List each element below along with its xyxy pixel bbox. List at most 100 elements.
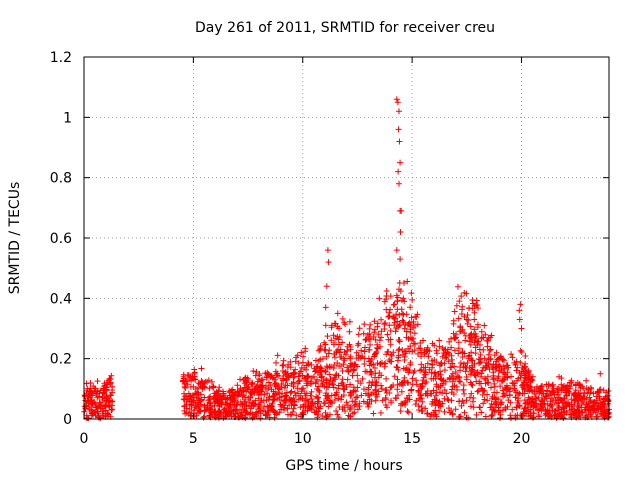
- data-point-75: [92, 390, 99, 397]
- data-point-2140: [293, 354, 300, 361]
- data-point-1889: [494, 377, 501, 384]
- data-point-1660: [196, 381, 203, 388]
- data-point-1419: [352, 394, 359, 401]
- data-point-1848: [372, 336, 379, 343]
- data-point-1627: [339, 315, 346, 322]
- data-point-2237: [487, 355, 494, 362]
- data-point-2034: [243, 388, 250, 395]
- data-point-443: [407, 361, 414, 368]
- data-point-1859: [558, 381, 565, 388]
- data-point-2253: [491, 408, 498, 415]
- data-point-2171: [400, 400, 407, 407]
- data-point-1672: [535, 412, 542, 419]
- data-point-1691: [351, 402, 358, 409]
- data-point-935: [346, 328, 353, 335]
- data-point-2029: [181, 407, 188, 414]
- data-point-2165: [525, 384, 532, 391]
- data-point-2207: [365, 386, 372, 393]
- data-point-2297: [395, 126, 402, 133]
- data-point-1152: [464, 359, 471, 366]
- data-point-124: [97, 402, 104, 409]
- data-point-2128: [282, 382, 289, 389]
- data-point-1000: [326, 371, 333, 378]
- data-point-1391: [462, 332, 469, 339]
- data-point-2091: [477, 404, 484, 411]
- data-point-1081: [384, 331, 391, 338]
- data-point-1416: [382, 319, 389, 326]
- data-point-1441: [436, 337, 443, 344]
- data-point-1913: [597, 403, 604, 410]
- data-point-768: [484, 337, 491, 344]
- x-tick-label-1: 5: [189, 431, 198, 447]
- data-point-2020: [298, 349, 305, 356]
- data-point-1614: [401, 357, 408, 364]
- data-point-1221: [367, 341, 374, 348]
- data-point-2263: [312, 367, 319, 374]
- data-point-1661: [210, 383, 217, 390]
- data-point-2232: [378, 382, 385, 389]
- data-point-2279: [290, 381, 297, 388]
- data-point-461: [335, 395, 342, 402]
- data-point-1837: [262, 408, 269, 415]
- data-point-1959: [196, 401, 203, 408]
- data-point-1439: [308, 374, 315, 381]
- data-point-1618: [354, 406, 361, 413]
- data-point-1420: [396, 279, 403, 286]
- data-point-1075: [484, 373, 491, 380]
- y-tick-label-0: 0: [63, 412, 72, 428]
- data-point-1757: [186, 405, 193, 412]
- data-point-2117: [441, 349, 448, 356]
- data-point-597: [471, 316, 478, 323]
- data-point-2136: [256, 376, 263, 383]
- data-point-2290: [323, 283, 330, 290]
- data-point-452: [315, 383, 322, 390]
- data-point-1762: [479, 367, 486, 374]
- data-point-2048: [216, 387, 223, 394]
- data-point-133: [101, 383, 108, 390]
- data-point-1930: [433, 413, 440, 420]
- data-point-2225: [428, 369, 435, 376]
- data-point-1628: [339, 339, 346, 346]
- data-point-1247: [219, 388, 226, 395]
- data-point-2219: [270, 406, 277, 413]
- data-point-1182: [390, 315, 397, 322]
- data-point-1233: [280, 362, 287, 369]
- data-point-640: [344, 376, 351, 383]
- data-point-1742: [473, 378, 480, 385]
- data-point-1286: [249, 380, 256, 387]
- data-point-2246: [485, 334, 492, 341]
- data-point-454: [361, 321, 368, 328]
- data-point-1838: [272, 359, 279, 366]
- data-point-1646: [466, 305, 473, 312]
- data-point-2006: [567, 385, 574, 392]
- data-point-1634: [207, 406, 214, 413]
- data-point-1925: [405, 392, 412, 399]
- data-point-1161: [382, 396, 389, 403]
- data-point-556: [455, 315, 462, 322]
- data-point-2121: [184, 381, 191, 388]
- data-point-1265: [398, 388, 405, 395]
- data-point-1995: [236, 391, 243, 398]
- data-point-2240: [383, 386, 390, 393]
- data-point-2198: [286, 372, 293, 379]
- data-point-1783: [461, 409, 468, 416]
- data-point-1430: [411, 347, 418, 354]
- data-point-2078: [502, 406, 509, 413]
- data-point-2258: [448, 407, 455, 414]
- data-point-2206: [602, 395, 609, 402]
- data-point-1169: [270, 407, 277, 414]
- data-point-2040: [333, 348, 340, 355]
- data-point-1293: [446, 338, 453, 345]
- data-point-2184: [237, 398, 244, 405]
- data-point-546: [568, 380, 575, 387]
- data-point-1118: [356, 400, 363, 407]
- data-point-1374: [522, 363, 529, 370]
- data-point-2298: [396, 138, 403, 145]
- data-point-2158: [377, 409, 384, 416]
- data-point-2193: [527, 412, 534, 419]
- data-point-1474: [318, 367, 325, 374]
- data-point-1460: [457, 413, 464, 420]
- data-point-1485: [263, 374, 270, 381]
- data-point-922: [453, 331, 460, 338]
- data-point-2264: [571, 406, 578, 413]
